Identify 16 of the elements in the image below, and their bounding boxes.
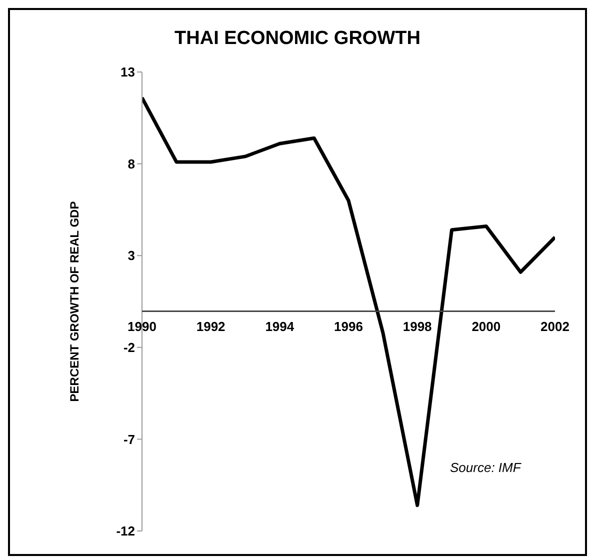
y-tick-label: -2 bbox=[123, 340, 135, 356]
x-tick-label: 1992 bbox=[196, 319, 226, 334]
x-tick-label: 1990 bbox=[128, 319, 156, 334]
annotation: Source: IMF bbox=[450, 460, 521, 475]
y-tick-label: -12 bbox=[116, 524, 135, 539]
y-tick-label: -7 bbox=[123, 432, 135, 447]
x-tick-label: 2002 bbox=[540, 319, 570, 334]
y-tick-label: 3 bbox=[128, 248, 135, 264]
x-tick-label: 1996 bbox=[334, 319, 363, 334]
chart-title: THAI ECONOMIC GROWTH bbox=[174, 28, 422, 50]
x-tick-label: 1994 bbox=[265, 319, 295, 334]
y-axis-title: PERCENT GROWTH OF REAL GDP bbox=[67, 201, 82, 402]
y-tick-label: 8 bbox=[128, 156, 135, 172]
x-tick-label: 1998 bbox=[402, 319, 432, 334]
y-tick-label: 13 bbox=[120, 64, 135, 80]
x-tick-label: 2000 bbox=[472, 319, 501, 334]
